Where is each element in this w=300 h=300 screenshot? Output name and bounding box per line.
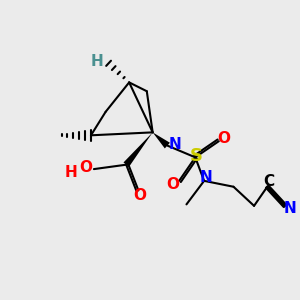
Text: S: S — [189, 147, 203, 165]
Text: O: O — [218, 131, 231, 146]
Polygon shape — [124, 132, 153, 167]
Text: N: N — [168, 136, 181, 152]
Text: H: H — [64, 164, 77, 179]
Text: O: O — [133, 188, 146, 203]
Text: N: N — [284, 201, 297, 216]
Text: H: H — [91, 54, 104, 69]
Polygon shape — [153, 132, 170, 148]
Text: O: O — [79, 160, 92, 175]
Text: C: C — [263, 174, 274, 189]
Text: N: N — [199, 170, 212, 185]
Text: O: O — [167, 177, 180, 192]
